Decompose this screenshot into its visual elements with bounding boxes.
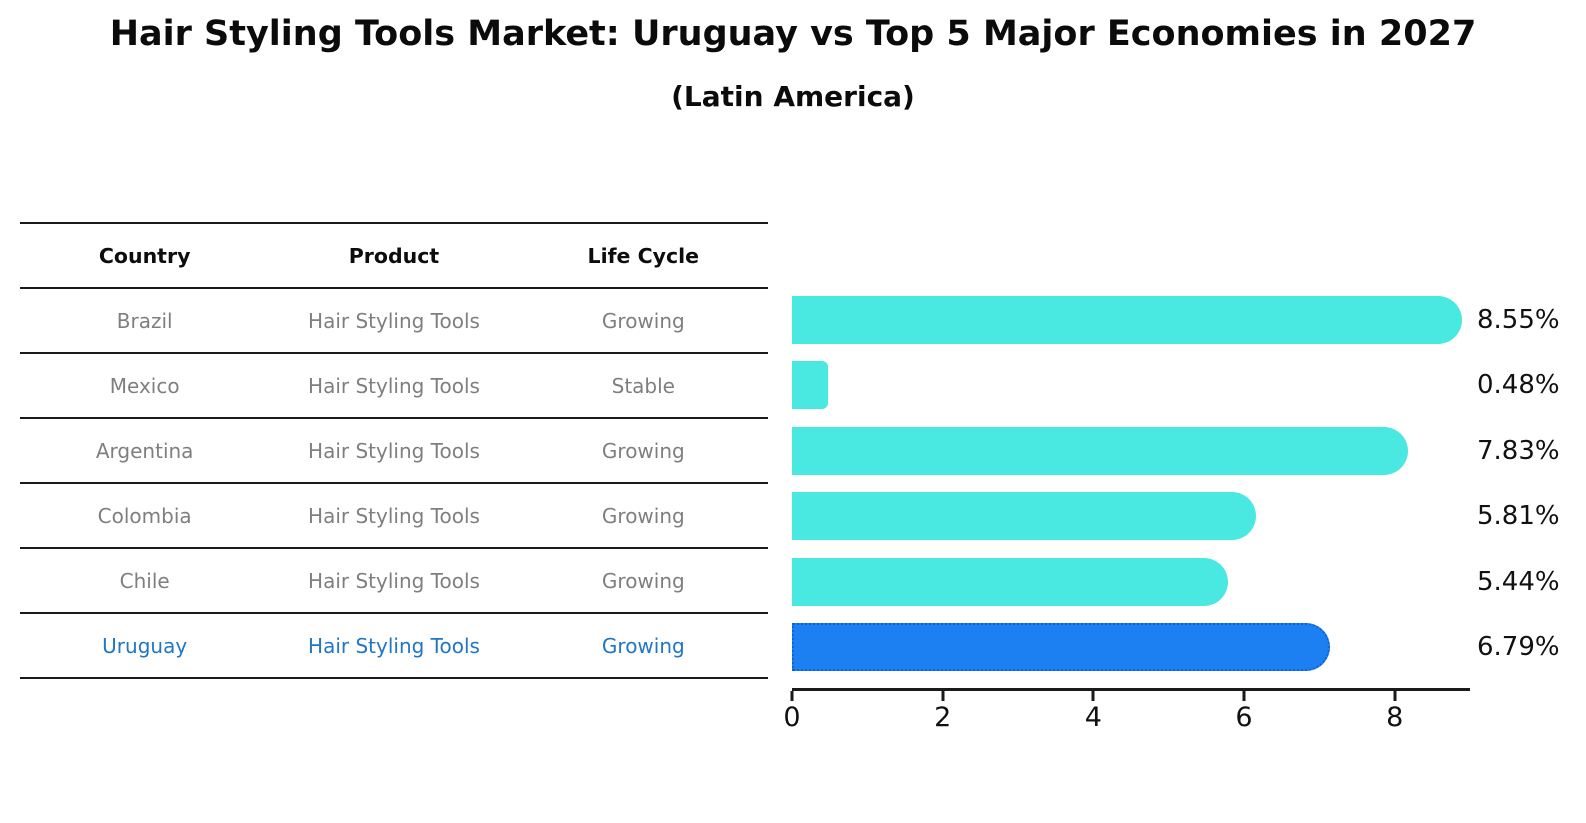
cell-product: Hair Styling Tools <box>308 568 480 593</box>
cell-country: Uruguay <box>102 633 188 658</box>
value-label: 5.44% <box>1477 566 1560 597</box>
bar-chart <box>792 287 1498 680</box>
x-axis-tick-label: 2 <box>934 702 952 733</box>
cell-product: Hair Styling Tools <box>308 633 480 658</box>
bar-row <box>792 615 1498 681</box>
cell-life-cycle: Growing <box>601 633 685 658</box>
table-row: Mexico Hair Styling Tools Stable <box>20 354 768 419</box>
cell-product: Hair Styling Tools <box>308 503 480 528</box>
cell-country: Brazil <box>116 308 173 333</box>
bar-brazil <box>792 295 1462 344</box>
bar-highlight-uruguay <box>792 623 1330 672</box>
comparison-table: Country Product Life Cycle Brazil Hair Styli… <box>20 222 768 679</box>
cell-country: Colombia <box>97 503 192 528</box>
value-label: 7.83% <box>1477 435 1560 466</box>
table-header-row: Country Product Life Cycle <box>20 224 768 289</box>
cell-life-cycle: Growing <box>601 503 685 528</box>
bar-row <box>792 549 1498 615</box>
table-row: Colombia Hair Styling Tools Growing <box>20 484 768 549</box>
x-axis-line <box>792 688 1470 691</box>
bar-row <box>792 287 1498 353</box>
bar-row <box>792 418 1498 484</box>
x-axis-tick <box>1393 691 1397 701</box>
x-axis-tick-label: 6 <box>1235 702 1253 733</box>
value-label: 8.55% <box>1477 304 1560 335</box>
x-axis-tick-label: 4 <box>1084 702 1102 733</box>
cell-product: Hair Styling Tools <box>308 308 480 333</box>
value-label: 6.79% <box>1477 632 1560 663</box>
table-row: Uruguay Hair Styling Tools Growing <box>20 614 768 679</box>
bar-mexico <box>792 361 828 410</box>
column-header: Country <box>98 243 191 268</box>
value-labels: 8.55% 0.48% 7.83% 5.81% 5.44% 6.79% <box>1477 287 1586 680</box>
column-header: Product <box>348 243 440 268</box>
bar-colombia <box>792 492 1256 541</box>
cell-country: Mexico <box>109 373 180 398</box>
table-row: Brazil Hair Styling Tools Growing <box>20 289 768 354</box>
page-subtitle: (Latin America) <box>671 80 915 113</box>
cell-product: Hair Styling Tools <box>308 438 480 463</box>
column-header: Life Cycle <box>587 243 700 268</box>
x-axis-tick-label: 0 <box>783 702 801 733</box>
cell-country: Argentina <box>95 438 194 463</box>
cell-life-cycle: Stable <box>611 373 675 398</box>
cell-life-cycle: Growing <box>601 308 685 333</box>
cell-product: Hair Styling Tools <box>308 373 480 398</box>
cell-life-cycle: Growing <box>601 438 685 463</box>
x-axis-tick <box>1242 691 1246 701</box>
x-axis-tick <box>790 691 794 701</box>
bar-chile <box>792 557 1228 606</box>
cell-country: Chile <box>119 568 170 593</box>
bar-row <box>792 353 1498 419</box>
x-axis-tick-label: 8 <box>1386 702 1404 733</box>
x-axis-tick <box>941 691 945 701</box>
bar-argentina <box>792 426 1408 475</box>
value-label: 0.48% <box>1477 370 1560 401</box>
table-row: Chile Hair Styling Tools Growing <box>20 549 768 614</box>
cell-life-cycle: Growing <box>601 568 685 593</box>
page-title: Hair Styling Tools Market: Uruguay vs To… <box>109 14 1477 54</box>
x-axis-tick <box>1091 691 1095 701</box>
value-label: 5.81% <box>1477 501 1560 532</box>
bar-row <box>792 484 1498 550</box>
table-row: Argentina Hair Styling Tools Growing <box>20 419 768 484</box>
